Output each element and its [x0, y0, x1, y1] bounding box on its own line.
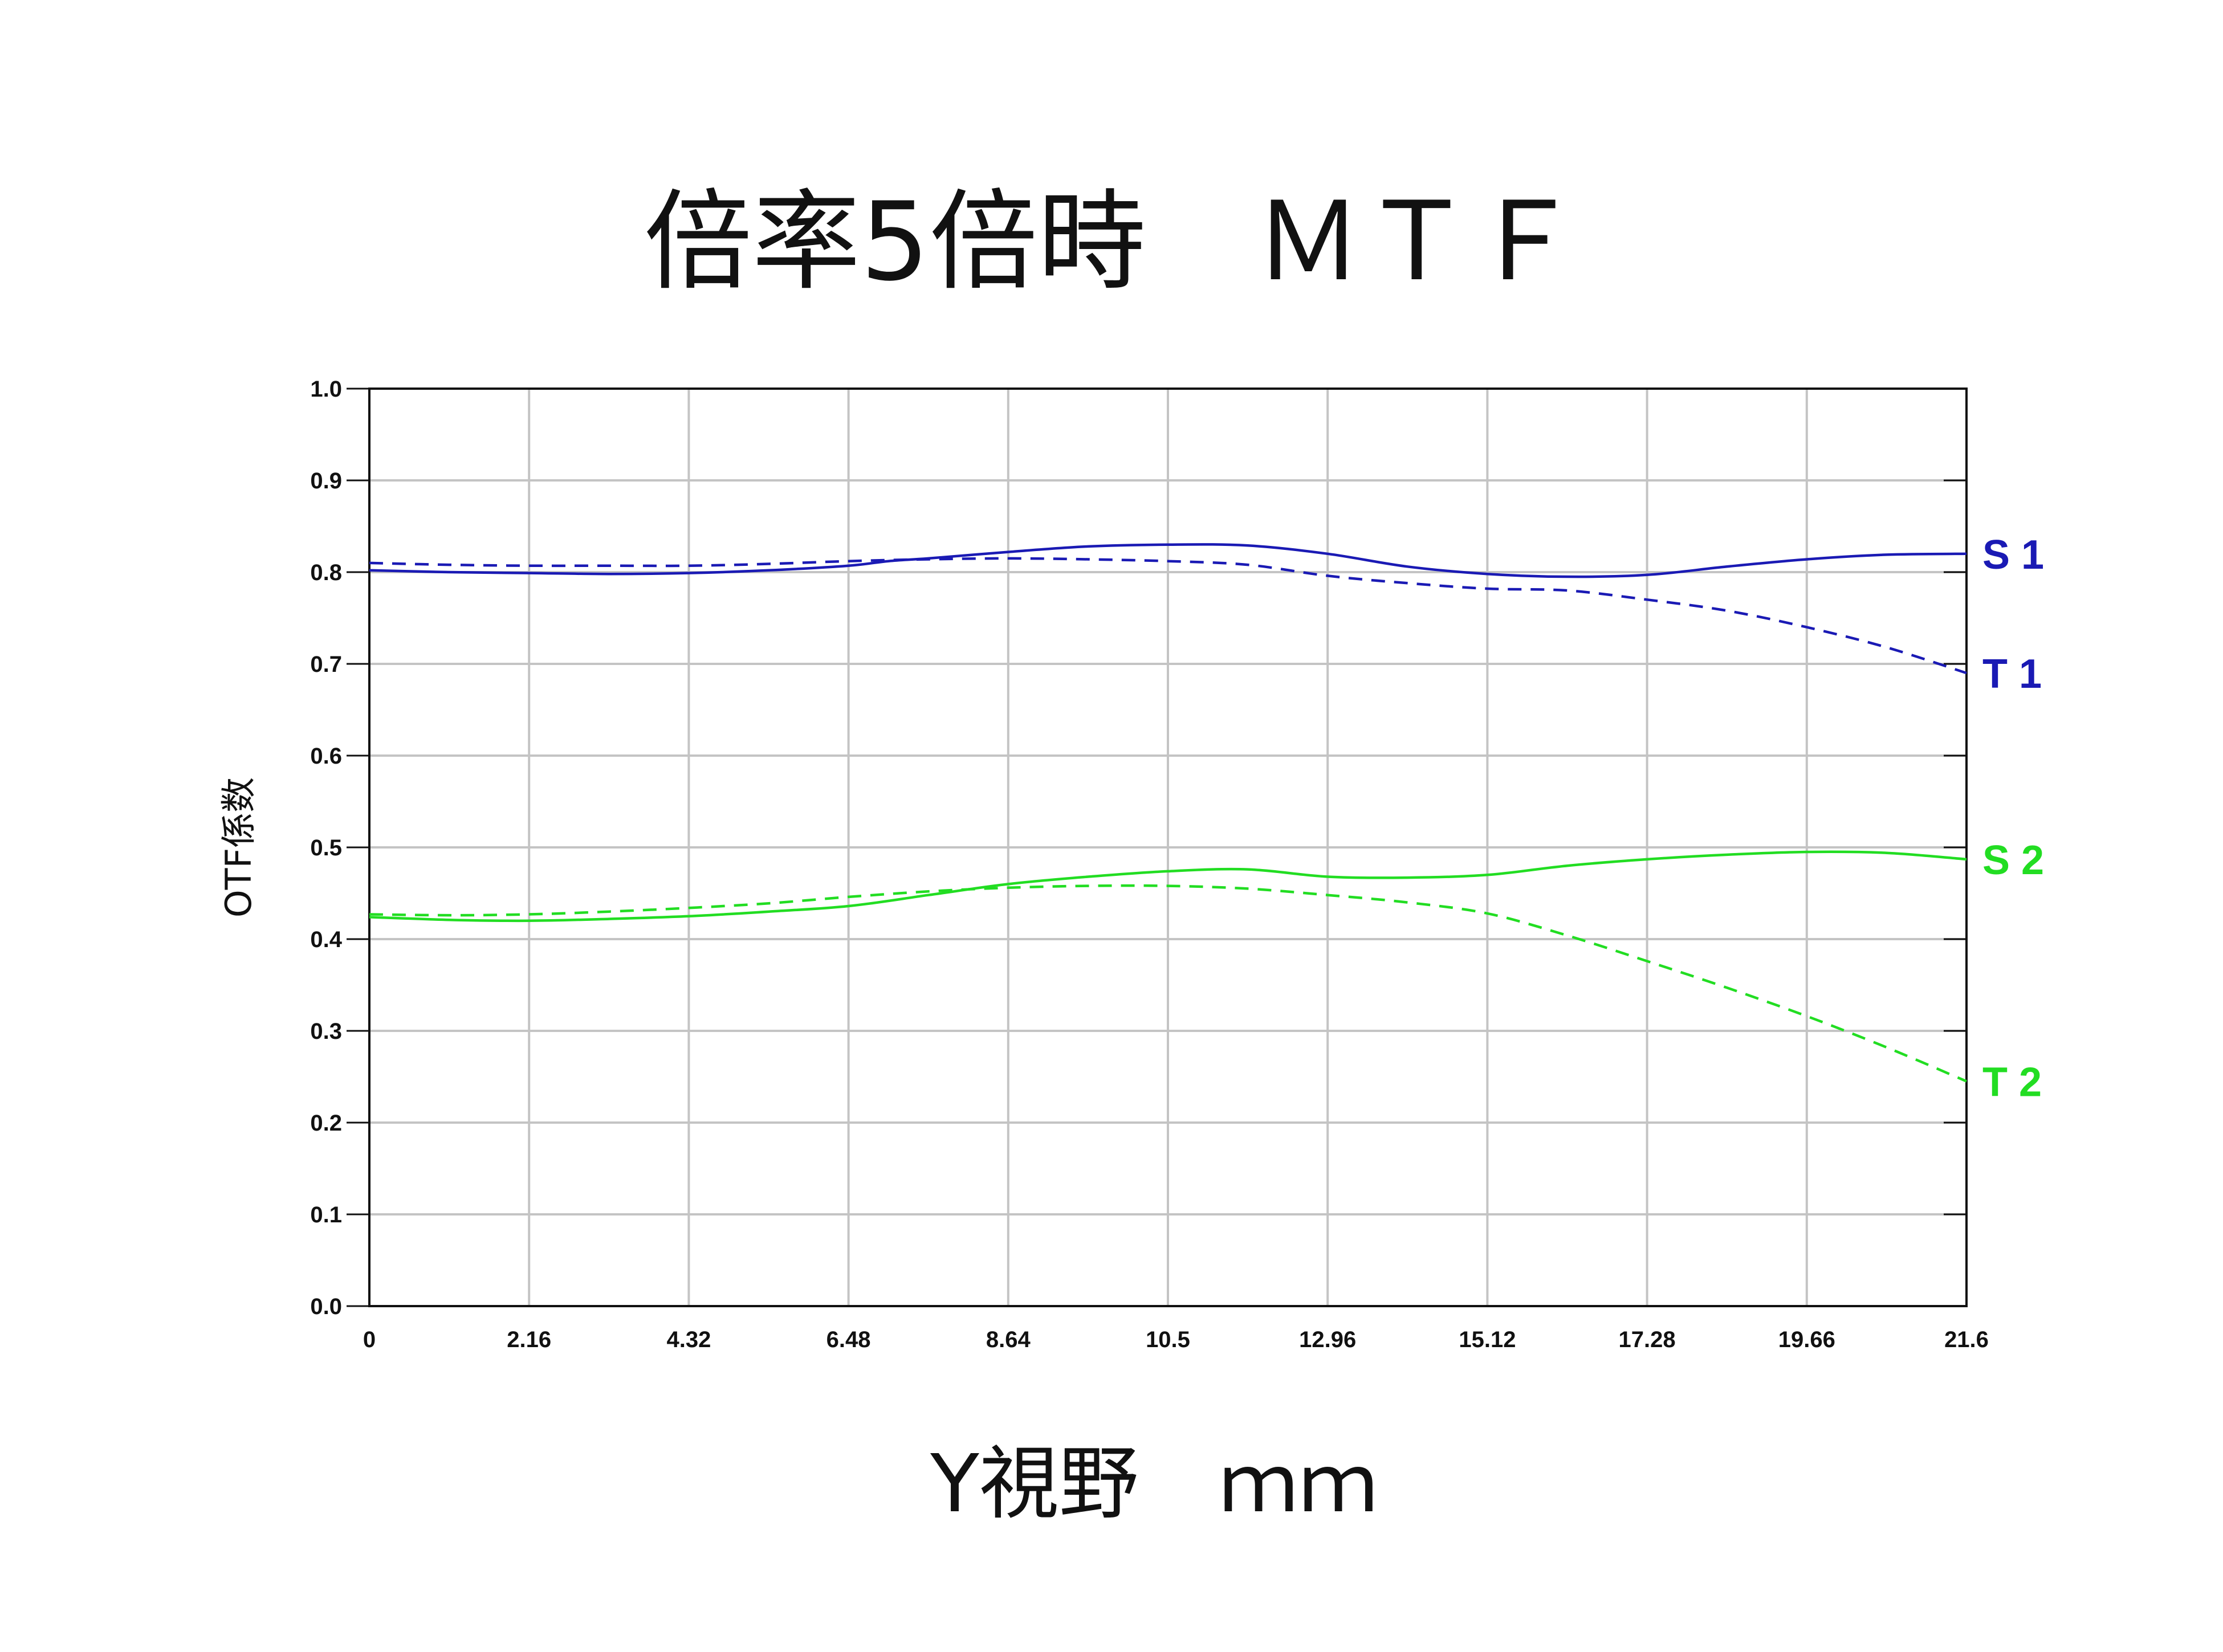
- x-axis-ticks: 0 2.16 4.32 6.48 8.64 10.5 12.96 15.12 17.28 19.6…: [363, 1327, 1989, 1352]
- y-tick-label: 0.3: [310, 1019, 342, 1044]
- x-tick-label: 17.28: [1619, 1327, 1676, 1352]
- series-label-s2: S 2: [1982, 838, 2044, 883]
- x-tick-label: 21.6: [1944, 1327, 1989, 1352]
- y-tick-label: 0.8: [310, 560, 342, 585]
- x-tick-label: 19.66: [1778, 1327, 1835, 1352]
- y-tick-label: 0.9: [310, 468, 342, 493]
- y-tick-label: 0.7: [310, 652, 342, 677]
- series-line-t1: [369, 557, 1967, 675]
- y-tick-label: 0.4: [310, 927, 342, 952]
- x-tick-label: 15.12: [1459, 1327, 1516, 1352]
- grid: [369, 389, 1966, 1306]
- y-tick-label: 0.0: [310, 1294, 342, 1319]
- series-labels: S 1 T 1 S 2 T 2: [1982, 532, 2044, 1106]
- y-axis-title: OTF係数: [218, 777, 259, 917]
- series-line-s1: [369, 543, 1967, 578]
- chart-title: 倍率5倍時 ＭＴＦ: [644, 179, 1579, 305]
- series-line-s2: [369, 850, 1967, 923]
- x-tick-label: 6.48: [826, 1327, 871, 1352]
- y-tick-label: 0.6: [310, 744, 342, 769]
- series-label-t1: T 1: [1982, 651, 2042, 697]
- y-axis-ticks: 0.0 0.1 0.2 0.3 0.4 0.5 0.6 0.7 0.8 0.9 1.0: [310, 377, 1966, 1319]
- y-tick-label: 0.5: [310, 835, 342, 860]
- x-tick-label: 8.64: [986, 1327, 1031, 1352]
- series-label-s1: S 1: [1982, 532, 2044, 578]
- x-tick-label: 0: [363, 1327, 376, 1352]
- series-lines: [369, 543, 1967, 1083]
- y-tick-label: 0.2: [310, 1111, 342, 1136]
- x-tick-label: 4.32: [666, 1327, 711, 1352]
- x-tick-label: 12.96: [1299, 1327, 1356, 1352]
- series-label-t2: T 2: [1982, 1060, 2042, 1106]
- y-tick-label: 0.1: [310, 1202, 342, 1227]
- x-tick-label: 10.5: [1146, 1327, 1190, 1352]
- x-tick-label: 2.16: [507, 1327, 551, 1352]
- x-axis-title: Y視野 ｍｍ: [930, 1438, 1378, 1531]
- y-tick-label: 1.0: [310, 377, 342, 402]
